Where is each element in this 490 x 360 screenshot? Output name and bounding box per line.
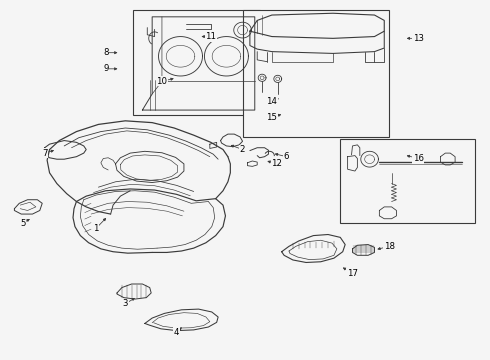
Text: 13: 13 [413, 34, 424, 43]
Text: 5: 5 [20, 219, 25, 228]
Bar [340, 139, 475, 223]
Text: 8: 8 [103, 48, 108, 57]
Text: 1: 1 [93, 224, 98, 233]
Text: 4: 4 [174, 328, 179, 337]
Text: 11: 11 [205, 32, 216, 41]
Text: 18: 18 [384, 242, 394, 251]
Text: 9: 9 [103, 64, 108, 73]
Text: 14: 14 [267, 96, 277, 105]
Text: 15: 15 [267, 113, 277, 122]
Text: 7: 7 [42, 149, 48, 158]
Text: 10: 10 [156, 77, 168, 86]
Text: 6: 6 [284, 152, 289, 161]
Text: 16: 16 [413, 154, 424, 163]
Text: 3: 3 [122, 299, 128, 308]
Text: 2: 2 [240, 145, 245, 154]
Text: 17: 17 [347, 269, 358, 278]
Text: 12: 12 [271, 159, 282, 168]
Bar [243, 10, 389, 137]
Bar [133, 10, 260, 116]
